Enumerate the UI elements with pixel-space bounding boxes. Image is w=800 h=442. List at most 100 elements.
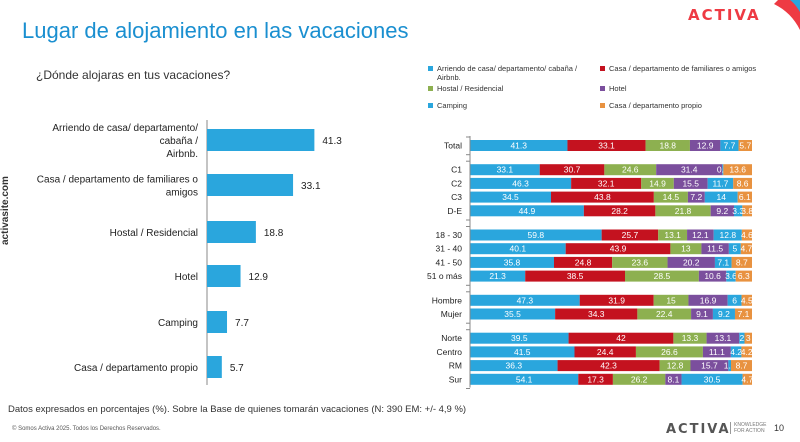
stacked-segment [742, 205, 752, 217]
segment-value-label: 34.5 [502, 192, 519, 202]
stacked-segment [470, 294, 580, 306]
row-label: Norte [441, 333, 462, 343]
stacked-segment [741, 346, 752, 358]
stacked-segment [741, 294, 752, 306]
category-label: Casa / departamento propio [74, 363, 198, 374]
stacked-segment [720, 140, 739, 151]
stacked-segment [702, 346, 731, 358]
stacked-segment [665, 373, 682, 385]
segment-value-label: 11.5 [707, 244, 723, 254]
stacked-segment [712, 308, 735, 320]
segment-value-label: 41.5 [514, 347, 531, 357]
activa-logo-footer: ACTIVA [666, 422, 731, 437]
legend-label: Camping [437, 101, 468, 110]
segment-value-label: 3.3 [732, 206, 744, 216]
segment-value-label: 4.5 [741, 295, 753, 305]
segment-value-label: 32.1 [598, 178, 615, 188]
segment-value-label: 34.3 [588, 309, 605, 319]
segment-value-label: 33.1 [598, 141, 615, 151]
stacked-segment [713, 229, 742, 241]
stacked-segment [579, 294, 654, 306]
segment-value-label: 1.1 [724, 361, 736, 371]
stacked-segment [730, 346, 742, 358]
stacked-segment [470, 205, 584, 217]
stacked-segment [612, 373, 666, 385]
segment-value-label: 13.1 [715, 333, 732, 343]
stacked-segment [740, 243, 752, 255]
segment-value-label: 14.5 [663, 192, 680, 202]
stacked-segment [707, 177, 734, 189]
bar-value-label: 33.1 [301, 181, 321, 192]
stacked-segment [673, 332, 707, 344]
segment-value-label: 8.7 [736, 361, 748, 371]
stacked-segment [727, 294, 742, 306]
stacked-segment [645, 140, 690, 151]
segment-value-label: 8.6 [737, 178, 749, 188]
segment-value-label: 46.3 [512, 178, 529, 188]
stacked-segment [539, 164, 605, 176]
segment-value-label: 35.5 [504, 309, 521, 319]
segment-value-label: 8.7 [736, 257, 748, 267]
segment-value-label: 4.7 [740, 244, 752, 254]
bar-value-label: 5.7 [230, 363, 244, 374]
segment-value-label: 20.2 [683, 257, 700, 267]
segment-value-label: 30.5 [704, 374, 721, 384]
segment-value-label: 6 [732, 295, 737, 305]
row-label: 18 - 30 [436, 230, 463, 240]
page-title: Lugar de alojamiento en las vacaciones [22, 18, 409, 43]
segment-value-label: 5 [732, 244, 737, 254]
bar [207, 265, 241, 287]
segment-value-label: 24.6 [622, 165, 639, 175]
category-label: Hostal / Residencial [110, 228, 198, 239]
stacked-segment [555, 308, 638, 320]
segment-value-label: 3 [746, 333, 751, 343]
stacked-segment [687, 191, 705, 203]
segment-value-label: 7.2 [690, 192, 702, 202]
stacked-segment [744, 332, 752, 344]
segment-value-label: 43.9 [610, 244, 627, 254]
segment-value-label: 4.2 [730, 347, 742, 357]
segment-value-label: 8.1 [668, 374, 680, 384]
segment-value-label: 40.1 [510, 244, 527, 254]
stacked-segment [551, 191, 654, 203]
segment-value-label: 31.4 [681, 165, 698, 175]
bar [207, 311, 228, 333]
segment-value-label: 28.2 [611, 206, 628, 216]
stacked-segment [653, 294, 689, 306]
segment-value-label: 11.7 [712, 178, 728, 188]
stacked-segment [470, 308, 556, 320]
legend-swatch [600, 103, 605, 108]
stacked-segment [710, 205, 734, 217]
segment-value-label: 3.6 [725, 271, 737, 281]
stacked-segment [658, 229, 688, 241]
survey-question: ¿Dónde alojaras en tus vacaciones? [36, 68, 231, 82]
segment-value-label: 39.5 [511, 333, 528, 343]
stacked-segment [565, 243, 671, 255]
segment-value-label: 15 [666, 295, 676, 305]
segment-value-label: 36.3 [506, 361, 523, 371]
segment-value-label: 24.8 [575, 257, 592, 267]
row-label: Mujer [441, 309, 462, 319]
row-label: 41 - 50 [436, 257, 463, 267]
row-label: D-E [447, 206, 462, 216]
stacked-segment [687, 229, 714, 241]
segment-value-label: 31.9 [608, 295, 625, 305]
row-label: RM [449, 361, 462, 371]
segment-value-label: 5.7 [739, 141, 751, 151]
segment-value-label: 9.2 [718, 309, 730, 319]
stacked-segment [571, 177, 642, 189]
legend-label: Arriendo de casa/ departamento/ cabaña /… [437, 64, 578, 82]
segment-value-label: 13 [681, 244, 691, 254]
category-label: Airbnb. [166, 149, 198, 160]
legend-swatch [428, 86, 433, 91]
legend-swatch [600, 86, 605, 91]
tagline-line-2: FOR ACTION [734, 428, 765, 434]
legend-label: Casa / departamento propio [609, 101, 702, 110]
page-number: 10 [774, 423, 785, 433]
legend-item: Casa / departamento de familiares o amig… [600, 64, 768, 73]
stacked-segment [568, 332, 674, 344]
stacked-segment [470, 243, 566, 255]
segment-value-label: 13.1 [664, 230, 681, 240]
category-label: Casa / departamento de familiares o [37, 175, 199, 186]
